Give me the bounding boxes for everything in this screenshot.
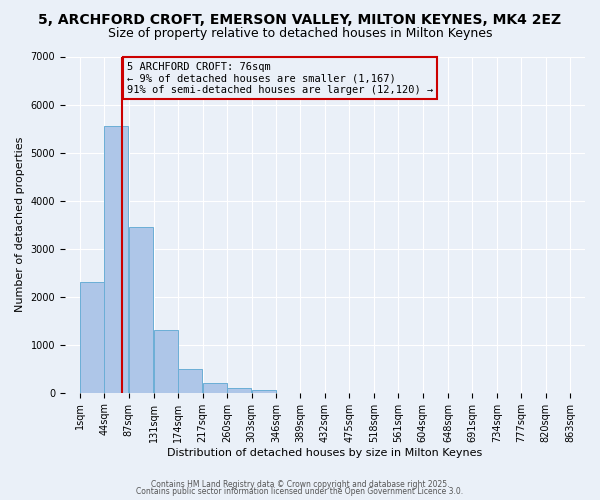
Text: Size of property relative to detached houses in Milton Keynes: Size of property relative to detached ho… — [108, 28, 492, 40]
X-axis label: Distribution of detached houses by size in Milton Keynes: Distribution of detached houses by size … — [167, 448, 482, 458]
Text: 5, ARCHFORD CROFT, EMERSON VALLEY, MILTON KEYNES, MK4 2EZ: 5, ARCHFORD CROFT, EMERSON VALLEY, MILTO… — [38, 12, 562, 26]
Y-axis label: Number of detached properties: Number of detached properties — [15, 137, 25, 312]
Text: Contains HM Land Registry data © Crown copyright and database right 2025.: Contains HM Land Registry data © Crown c… — [151, 480, 449, 489]
Text: Contains public sector information licensed under the Open Government Licence 3.: Contains public sector information licen… — [136, 487, 464, 496]
Bar — [227, 388, 251, 392]
Bar — [178, 368, 202, 392]
Bar — [104, 126, 128, 392]
Bar — [203, 383, 227, 392]
Text: 5 ARCHFORD CROFT: 76sqm
← 9% of detached houses are smaller (1,167)
91% of semi-: 5 ARCHFORD CROFT: 76sqm ← 9% of detached… — [127, 62, 433, 94]
Bar — [252, 390, 276, 392]
Bar — [129, 227, 153, 392]
Bar — [154, 330, 178, 392]
Bar — [80, 282, 104, 393]
